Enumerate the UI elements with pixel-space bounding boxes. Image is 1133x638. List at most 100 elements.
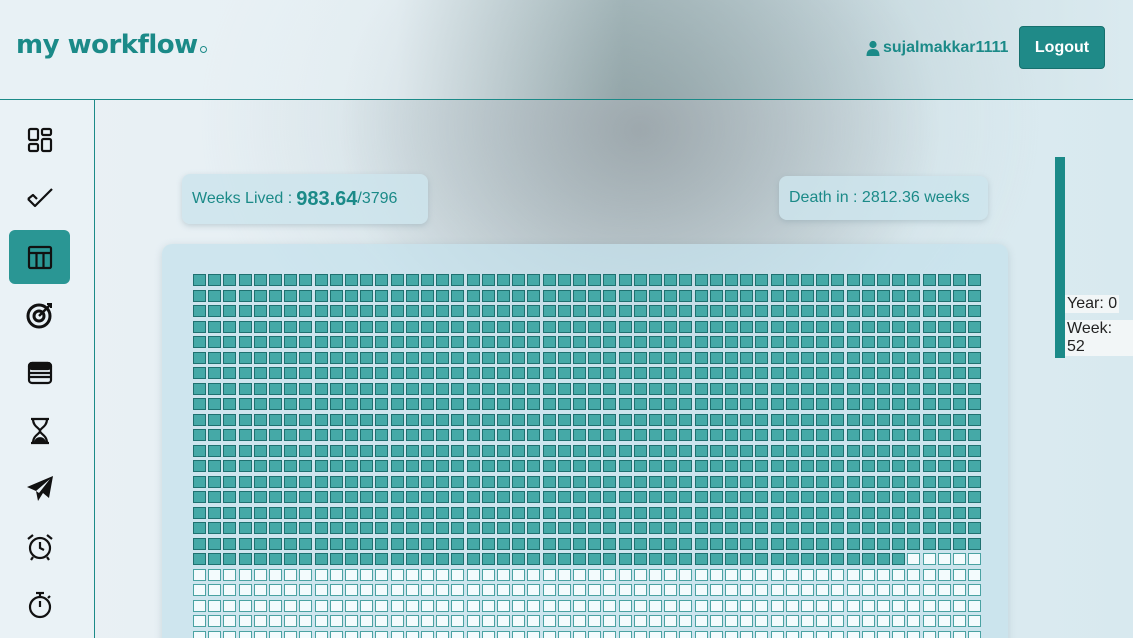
week-cell[interactable] — [679, 615, 692, 627]
week-cell[interactable] — [527, 615, 540, 627]
week-cell[interactable] — [786, 383, 799, 395]
week-cell[interactable] — [467, 522, 480, 534]
week-cell[interactable] — [603, 600, 616, 612]
week-cell[interactable] — [345, 321, 358, 333]
week-cell[interactable] — [223, 522, 236, 534]
week-cell[interactable] — [710, 615, 723, 627]
week-cell[interactable] — [512, 352, 525, 364]
week-cell[interactable] — [755, 600, 768, 612]
week-cell[interactable] — [345, 615, 358, 627]
week-cell[interactable] — [786, 538, 799, 550]
week-cell[interactable] — [816, 491, 829, 503]
week-cell[interactable] — [406, 321, 419, 333]
week-cell[interactable] — [193, 290, 206, 302]
week-cell[interactable] — [467, 491, 480, 503]
week-cell[interactable] — [406, 352, 419, 364]
week-cell[interactable] — [391, 569, 404, 581]
week-cell[interactable] — [862, 553, 875, 565]
week-cell[interactable] — [801, 383, 814, 395]
week-cell[interactable] — [254, 460, 267, 472]
week-cell[interactable] — [223, 631, 236, 638]
week-cell[interactable] — [406, 491, 419, 503]
week-cell[interactable] — [907, 383, 920, 395]
week-cell[interactable] — [649, 367, 662, 379]
week-cell[interactable] — [877, 569, 890, 581]
week-cell[interactable] — [451, 367, 464, 379]
week-cell[interactable] — [603, 460, 616, 472]
week-cell[interactable] — [299, 290, 312, 302]
week-cell[interactable] — [330, 600, 343, 612]
week-cell[interactable] — [786, 367, 799, 379]
week-cell[interactable] — [299, 600, 312, 612]
week-cell[interactable] — [740, 290, 753, 302]
week-cell[interactable] — [482, 538, 495, 550]
week-cell[interactable] — [284, 600, 297, 612]
week-cell[interactable] — [223, 615, 236, 627]
week-cell[interactable] — [695, 460, 708, 472]
week-cell[interactable] — [512, 538, 525, 550]
week-cell[interactable] — [847, 274, 860, 286]
week-cell[interactable] — [831, 553, 844, 565]
sidebar-item-tasks[interactable] — [9, 171, 70, 225]
week-cell[interactable] — [603, 398, 616, 410]
week-cell[interactable] — [740, 538, 753, 550]
week-cell[interactable] — [634, 305, 647, 317]
week-cell[interactable] — [558, 274, 571, 286]
week-cell[interactable] — [710, 336, 723, 348]
week-cell[interactable] — [299, 305, 312, 317]
week-cell[interactable] — [786, 507, 799, 519]
week-cell[interactable] — [695, 367, 708, 379]
week-cell[interactable] — [543, 321, 556, 333]
week-cell[interactable] — [953, 321, 966, 333]
week-cell[interactable] — [269, 445, 282, 457]
week-cell[interactable] — [193, 274, 206, 286]
week-cell[interactable] — [375, 460, 388, 472]
week-cell[interactable] — [482, 615, 495, 627]
week-cell[interactable] — [831, 584, 844, 596]
week-cell[interactable] — [847, 553, 860, 565]
week-cell[interactable] — [315, 615, 328, 627]
week-cell[interactable] — [725, 336, 738, 348]
week-cell[interactable] — [482, 460, 495, 472]
week-cell[interactable] — [497, 445, 510, 457]
week-cell[interactable] — [619, 615, 632, 627]
week-cell[interactable] — [543, 305, 556, 317]
week-cell[interactable] — [239, 538, 252, 550]
week-cell[interactable] — [269, 600, 282, 612]
week-cell[interactable] — [603, 522, 616, 534]
week-cell[interactable] — [664, 476, 677, 488]
week-cell[interactable] — [375, 553, 388, 565]
week-cell[interactable] — [695, 398, 708, 410]
week-cell[interactable] — [801, 460, 814, 472]
week-cell[interactable] — [877, 553, 890, 565]
week-cell[interactable] — [451, 584, 464, 596]
week-cell[interactable] — [573, 522, 586, 534]
week-cell[interactable] — [603, 414, 616, 426]
week-cell[interactable] — [269, 522, 282, 534]
week-cell[interactable] — [862, 631, 875, 638]
week-cell[interactable] — [603, 553, 616, 565]
week-cell[interactable] — [923, 383, 936, 395]
week-cell[interactable] — [391, 398, 404, 410]
week-cell[interactable] — [679, 383, 692, 395]
week-cell[interactable] — [527, 383, 540, 395]
week-cell[interactable] — [771, 615, 784, 627]
week-cell[interactable] — [512, 507, 525, 519]
logout-button[interactable]: Logout — [1019, 26, 1105, 69]
week-cell[interactable] — [938, 305, 951, 317]
week-cell[interactable] — [193, 367, 206, 379]
week-cell[interactable] — [223, 290, 236, 302]
week-cell[interactable] — [315, 321, 328, 333]
week-cell[interactable] — [664, 600, 677, 612]
week-cell[interactable] — [315, 538, 328, 550]
week-cell[interactable] — [406, 522, 419, 534]
week-cell[interactable] — [391, 600, 404, 612]
week-cell[interactable] — [588, 398, 601, 410]
week-cell[interactable] — [482, 321, 495, 333]
week-cell[interactable] — [786, 305, 799, 317]
week-cell[interactable] — [512, 553, 525, 565]
week-cell[interactable] — [193, 615, 206, 627]
week-cell[interactable] — [877, 414, 890, 426]
week-cell[interactable] — [619, 631, 632, 638]
week-cell[interactable] — [907, 321, 920, 333]
